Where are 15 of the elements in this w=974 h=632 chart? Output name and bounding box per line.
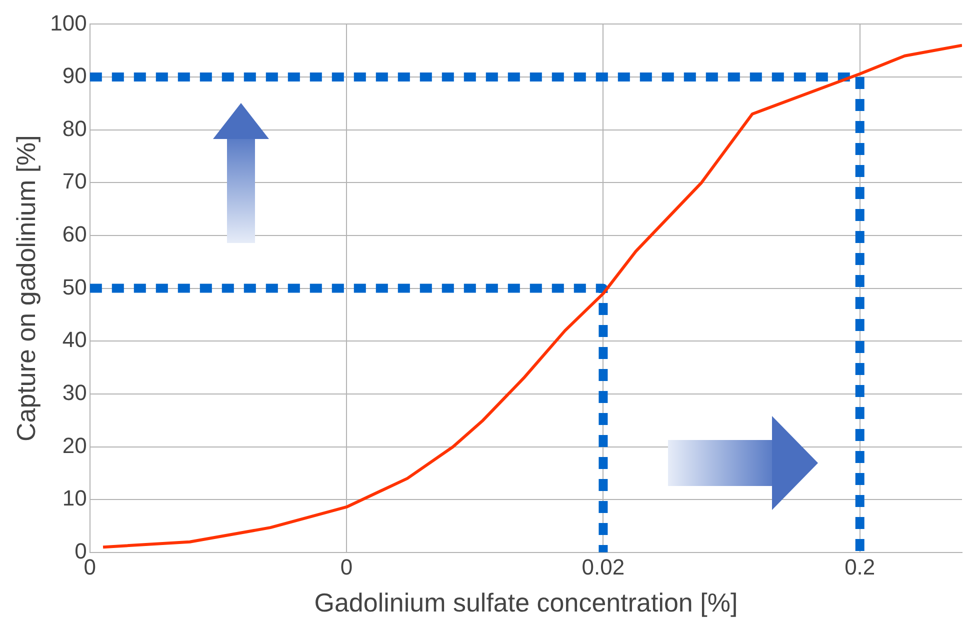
y-tick-label: 30 (62, 380, 87, 406)
y-tick-label: 70 (62, 168, 87, 194)
y-tick-label: 100 (50, 10, 87, 36)
x-tick-label: 0.02 (582, 554, 625, 580)
y-tick-label: 40 (62, 327, 87, 352)
x-tick-label: 0 (340, 554, 353, 580)
x-tick-label: 0.2 (844, 554, 876, 580)
y-tick-label: 20 (62, 432, 87, 458)
y-tick-label: 60 (62, 222, 87, 247)
x-axis-title: Gadolinium sulfate concentration [%] (314, 588, 738, 618)
y-tick-label: 90 (62, 63, 87, 88)
y-tick-label: 80 (62, 116, 87, 141)
y-tick-label: 50 (62, 274, 87, 300)
y-tick-label: 10 (62, 486, 87, 511)
y-axis-title: Capture on gadolinium [%] (10, 135, 41, 442)
